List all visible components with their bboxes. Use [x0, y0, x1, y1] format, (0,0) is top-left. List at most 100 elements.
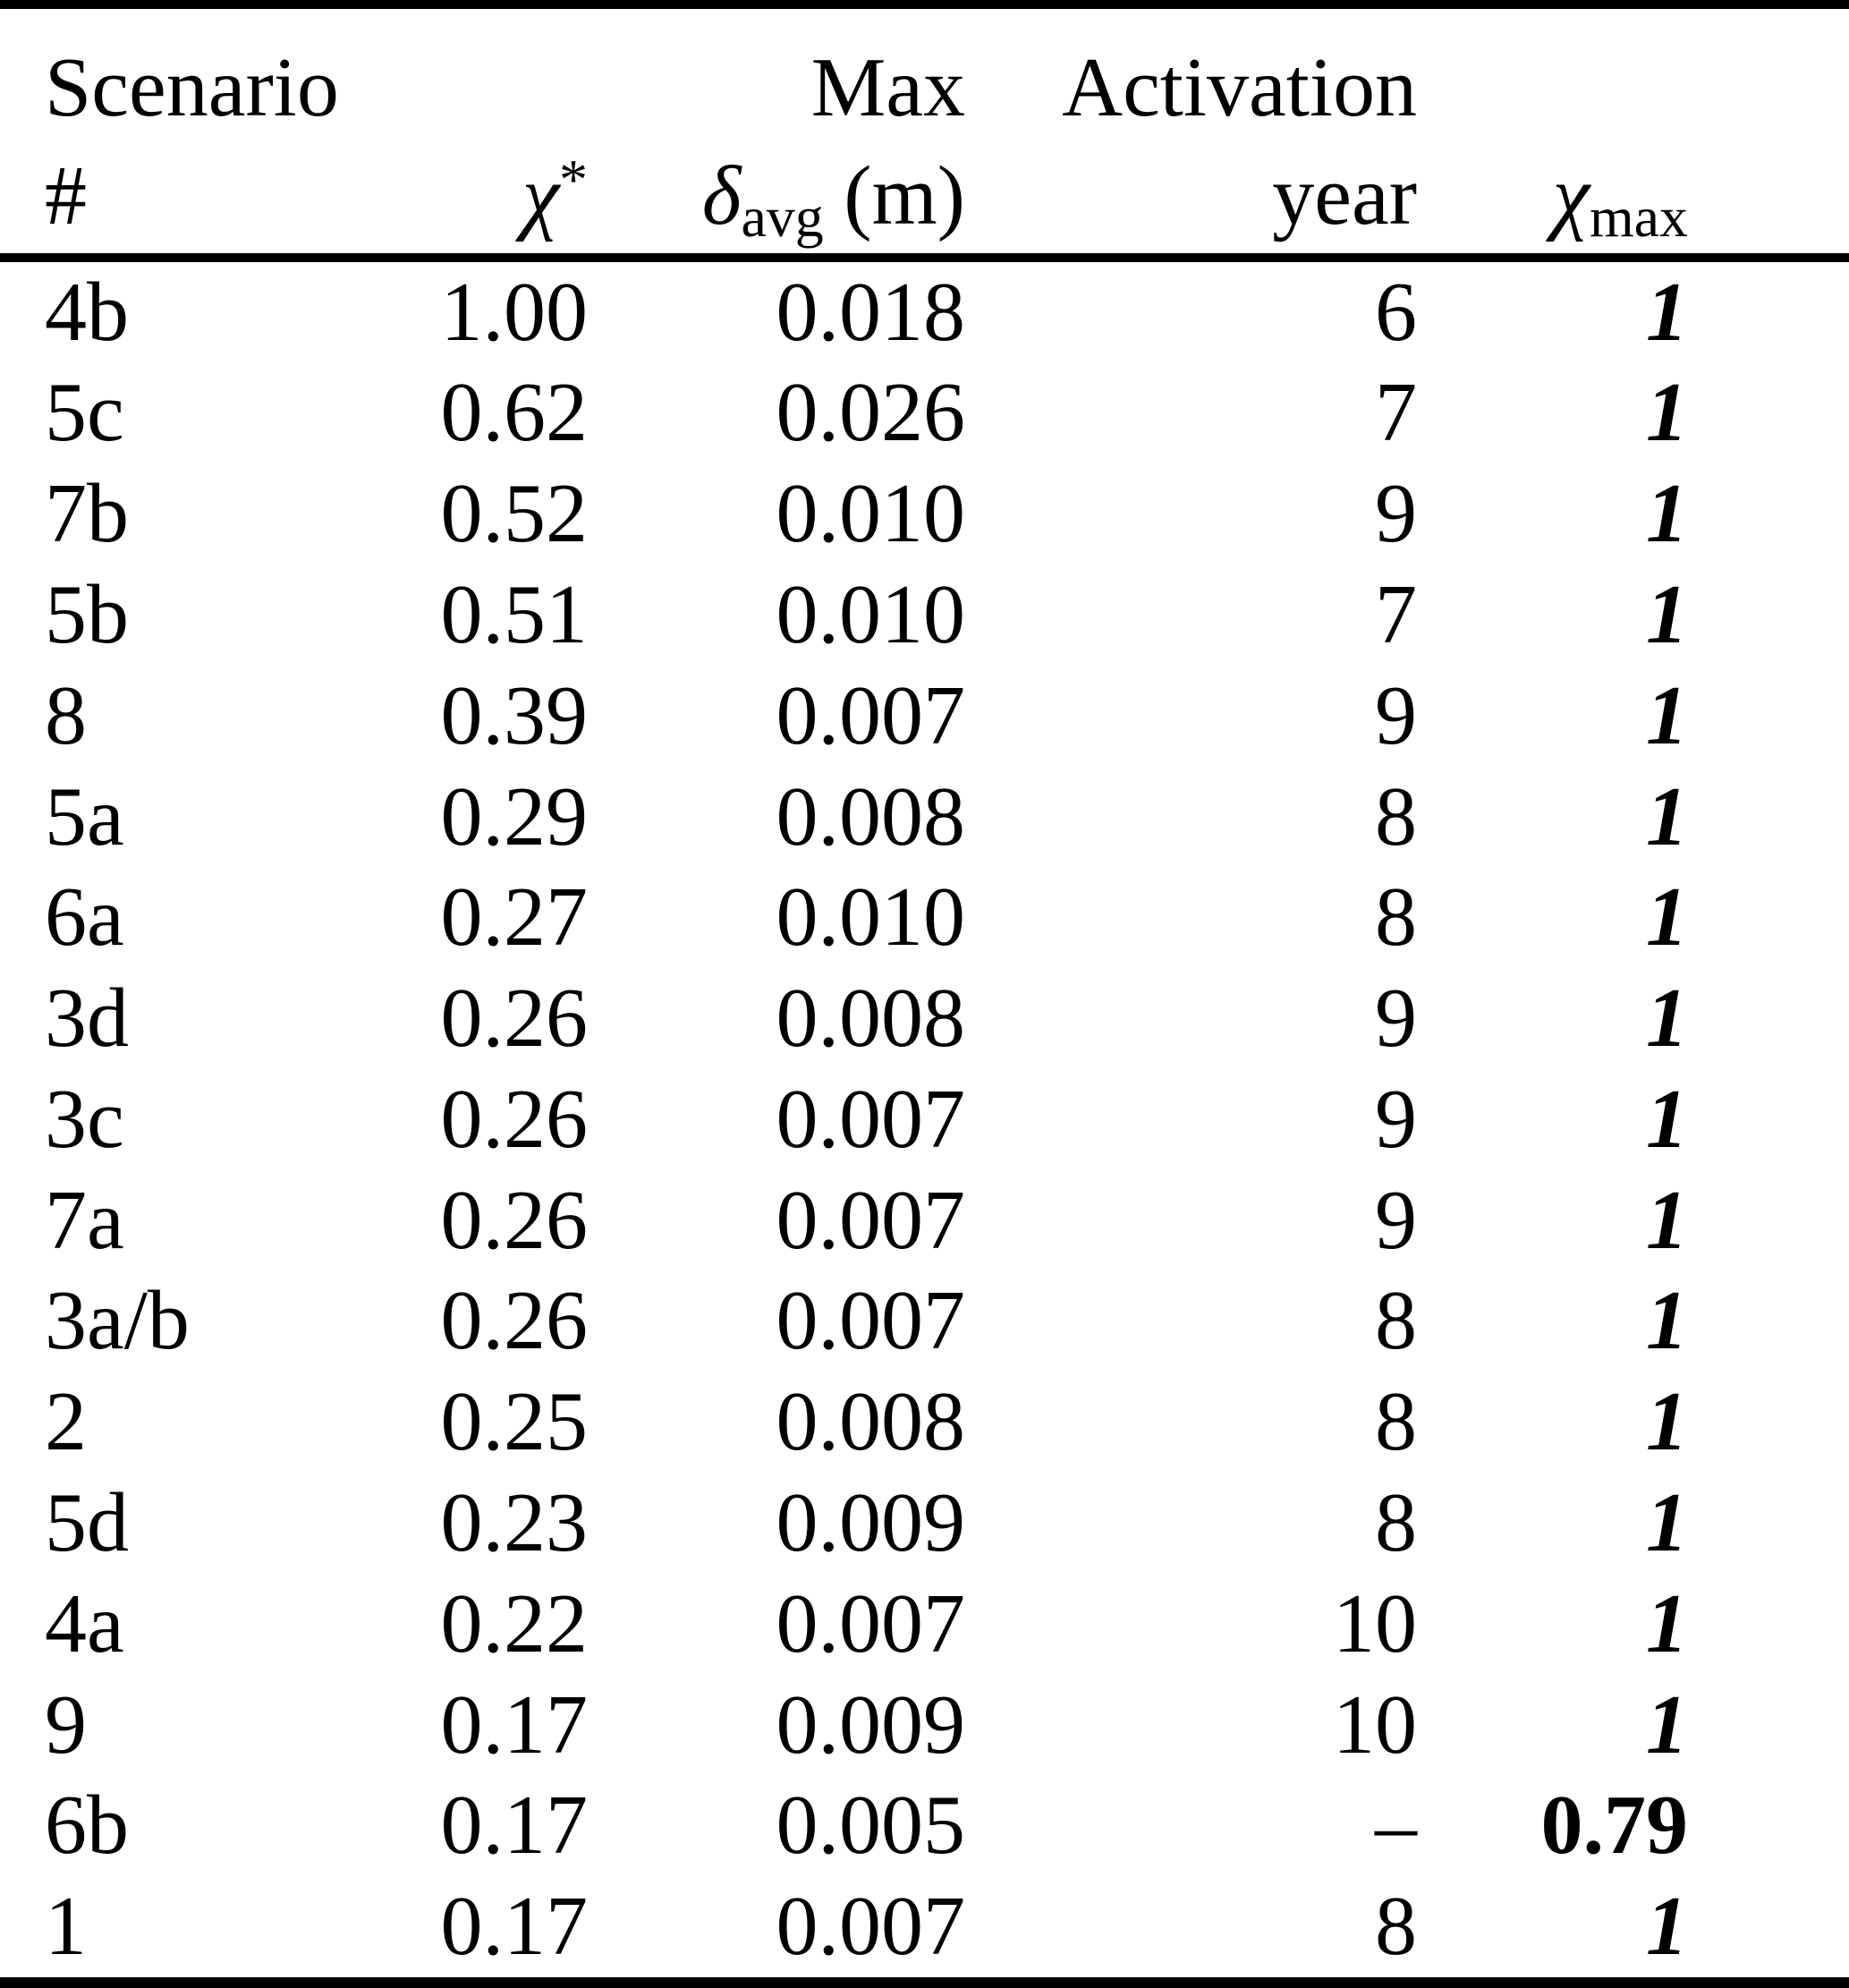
max-delta-avg-cell: 0.009: [776, 1476, 966, 1570]
scenario-cell: 7a: [45, 1173, 124, 1267]
header-spacer: [1424, 9, 1849, 134]
header-number-sign: #: [45, 149, 87, 243]
scenario-cell: 5d: [45, 1476, 129, 1570]
chi-star-cell: 0.17: [440, 1779, 589, 1873]
scenario-cell: 5c: [45, 366, 124, 460]
table-row: 7a 0.26 0.007 9 1: [0, 1170, 1849, 1271]
activation-year-cell: 7: [1375, 366, 1417, 460]
activation-year-cell: 8: [1375, 1880, 1417, 1974]
table-row: 3a/b 0.26 0.007 8 1: [0, 1271, 1849, 1372]
max-delta-avg-cell: 0.010: [776, 567, 966, 661]
table-row: 8 0.39 0.007 9 1: [0, 666, 1849, 767]
table-row: 5a 0.29 0.008 8 1: [0, 767, 1849, 868]
activation-year-cell: 10: [1333, 1576, 1417, 1670]
activation-year-cell: 9: [1375, 668, 1417, 762]
chi-symbol: χ: [1552, 149, 1590, 243]
chi-max-cell: 1: [1646, 668, 1688, 762]
chi-max-cell: 1: [1646, 1576, 1688, 1670]
chi-max-cell: 1: [1646, 1173, 1688, 1267]
chi-star-cell: 0.27: [440, 871, 589, 964]
activation-year-cell: 10: [1333, 1678, 1417, 1771]
chi-symbol: χ: [522, 149, 560, 243]
chi-star-cell: 0.25: [440, 1375, 589, 1469]
table-row: 2 0.25 0.008 8 1: [0, 1372, 1849, 1474]
max-delta-avg-cell: 0.005: [776, 1779, 966, 1873]
activation-year-cell: 8: [1375, 1375, 1417, 1469]
chi-star-cell: 0.26: [440, 972, 589, 1066]
header-spacer: [429, 9, 595, 134]
chi-star-cell: 0.17: [440, 1678, 589, 1771]
chi-star-cell: 0.23: [440, 1476, 589, 1570]
max-delta-avg-cell: 0.008: [776, 1375, 966, 1469]
header-year: year: [1272, 149, 1417, 243]
table-row: 3c 0.26 0.007 9 1: [0, 1069, 1849, 1170]
header-max: Max: [810, 41, 965, 135]
activation-year-cell: 8: [1375, 1274, 1417, 1368]
chi-max-cell: 1: [1646, 769, 1688, 863]
scenario-cell: 4b: [45, 265, 129, 359]
avg-subscript: avg: [741, 185, 824, 250]
chi-max-cell: 1: [1646, 1072, 1688, 1166]
chi-max-cell: 1: [1646, 1375, 1688, 1469]
table-header: Scenario Max Activation # χ* δavg (m) yea…: [0, 9, 1849, 253]
activation-year-cell: 8: [1375, 769, 1417, 863]
table-top-rule: [0, 0, 1849, 9]
scenario-cell: 7b: [45, 467, 129, 561]
chi-star-cell: 0.17: [440, 1880, 589, 1974]
scenario-cell: 3d: [45, 972, 129, 1066]
activation-year-cell: 9: [1375, 1173, 1417, 1267]
max-subscript: max: [1589, 185, 1688, 250]
chi-max-cell: 1: [1646, 1880, 1688, 1974]
header-row-2: # χ* δavg (m) year χmax: [0, 134, 1849, 253]
max-delta-avg-cell: 0.026: [776, 366, 966, 460]
header-chi-star: χ*: [429, 134, 595, 253]
table-row: 4a 0.22 0.007 10 1: [0, 1574, 1849, 1675]
activation-year-cell: 9: [1375, 1072, 1417, 1166]
chi-max-cell: 1: [1646, 366, 1688, 460]
activation-year-cell: 7: [1375, 567, 1417, 661]
activation-year-cell: 9: [1375, 972, 1417, 1066]
table-row: 5b 0.51 0.010 7 1: [0, 565, 1849, 666]
table-row: 7b 0.52 0.010 9 1: [0, 464, 1849, 565]
chi-star-cell: 0.52: [440, 467, 589, 561]
header-activation: Activation: [1062, 41, 1417, 135]
table-row: 4b 1.00 0.018 6 1: [0, 262, 1849, 363]
activation-year-cell: 6: [1375, 265, 1417, 359]
table-row: 6b 0.17 0.005 – 0.79: [0, 1776, 1849, 1877]
chi-star-cell: 0.51: [440, 567, 589, 661]
table-row: 5c 0.62 0.026 7 1: [0, 363, 1849, 464]
chi-max-cell: 1: [1646, 1274, 1688, 1368]
chi-max-cell: 1: [1646, 1476, 1688, 1570]
table-bottom-rule: [0, 1977, 1849, 1988]
scenario-cell: 5b: [45, 567, 129, 661]
table-row: 5d 0.23 0.009 8 1: [0, 1474, 1849, 1575]
table-row: 6a 0.27 0.010 8 1: [0, 868, 1849, 969]
max-delta-avg-cell: 0.007: [776, 668, 966, 762]
max-delta-avg-cell: 0.007: [776, 1274, 966, 1368]
activation-year-cell: –: [1375, 1779, 1417, 1873]
scenario-cell: 5a: [45, 769, 124, 863]
chi-star-cell: 0.62: [440, 366, 589, 460]
chi-star-cell: 0.26: [440, 1274, 589, 1368]
chi-max-cell: 1: [1646, 972, 1688, 1066]
chi-max-cell: 1: [1646, 567, 1688, 661]
chi-star-cell: 1.00: [440, 265, 589, 359]
activation-year-cell: 8: [1375, 1476, 1417, 1570]
scenario-cell: 4a: [45, 1576, 124, 1670]
activation-year-cell: 8: [1375, 871, 1417, 964]
scenario-cell: 3c: [45, 1072, 124, 1166]
scenario-cell: 8: [45, 668, 87, 762]
scenario-cell: 9: [45, 1678, 87, 1771]
header-chi-max: χmax: [1424, 134, 1849, 253]
max-delta-avg-cell: 0.007: [776, 1173, 966, 1267]
max-delta-avg-cell: 0.007: [776, 1072, 966, 1166]
max-delta-avg-cell: 0.010: [776, 467, 966, 561]
chi-max-cell: 1: [1646, 467, 1688, 561]
scenario-cell: 2: [45, 1375, 87, 1469]
header-separator-rule: [0, 253, 1849, 262]
meters-unit: (m): [844, 149, 965, 243]
scenario-cell: 3a/b: [45, 1274, 190, 1368]
scenario-cell: 6b: [45, 1779, 129, 1873]
header-scenario: Scenario: [45, 41, 339, 135]
